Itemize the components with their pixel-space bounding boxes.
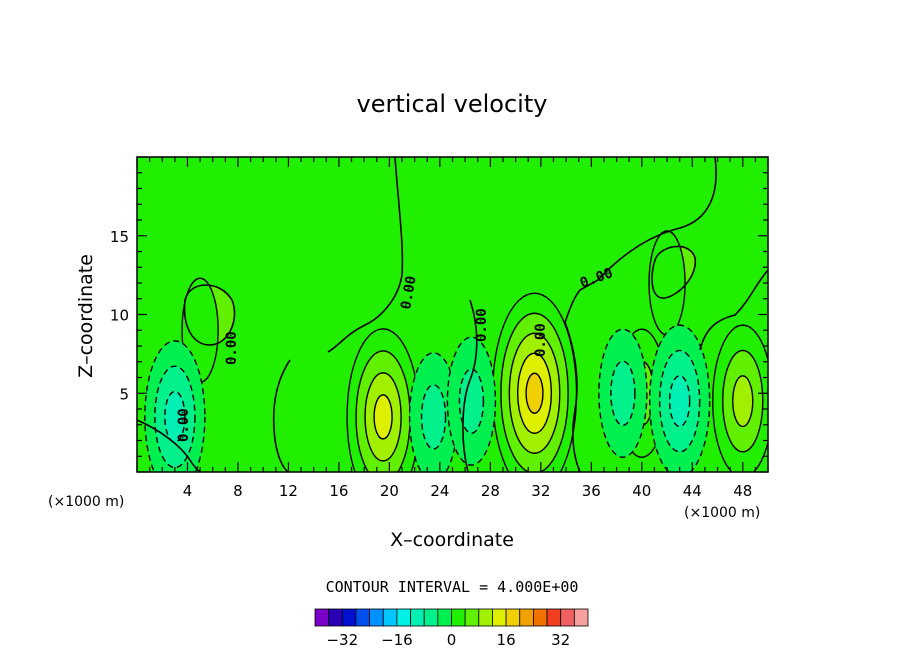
contour-label: 0.00 (398, 275, 420, 311)
colorbar-tick-label: 0 (447, 631, 457, 649)
y-tick-label: 10 (110, 307, 129, 325)
colorbar (314, 608, 589, 627)
x-axis: 4 8 12 16 20 24 28 32 36 40 44 48 (136, 157, 769, 500)
upper-left-region (137, 157, 403, 360)
colorbar-swatch (328, 608, 343, 627)
colorbar-swatch (519, 608, 534, 627)
contour-line (699, 269, 768, 351)
zero-contour (564, 157, 717, 323)
contour-line (137, 419, 201, 472)
contour-label: 0.00 (474, 308, 490, 342)
contour-level (458, 368, 485, 434)
contour-level (732, 375, 754, 428)
y-axis: 5 10 15 (110, 156, 768, 473)
x-tick-label: 28 (481, 482, 500, 500)
colorbar-swatch (396, 608, 411, 627)
x-tick-label: 36 (582, 482, 601, 500)
colorbar-swatch (341, 608, 357, 627)
colorbar-tick-label: 16 (497, 631, 516, 649)
x-tick-label: 12 (279, 482, 298, 500)
downdraft-cell (144, 340, 206, 472)
colorbar-swatch (533, 608, 548, 627)
x-tick-label: 44 (683, 482, 702, 500)
colorbar-tick-label: −16 (381, 631, 413, 649)
colorbar-swatch (505, 608, 521, 627)
x-axis-title: X–coordinate (390, 529, 514, 551)
colorbar-swatch (573, 608, 589, 627)
contour-level (420, 384, 447, 450)
contour-level (373, 394, 393, 440)
upper-region (395, 157, 716, 325)
x-tick-label: 40 (632, 482, 651, 500)
y-tick-label: 5 (119, 385, 129, 403)
contour-line (183, 284, 236, 346)
updraft-cell (712, 324, 768, 472)
chart-title: vertical velocity (357, 90, 548, 118)
colorbar-swatch (451, 608, 466, 627)
x-tick-label: 24 (430, 482, 449, 500)
colorbar-swatch (314, 608, 330, 627)
y-tick-label: 15 (110, 228, 129, 246)
updraft-cell (346, 328, 420, 472)
contour-line (564, 321, 581, 472)
colorbar-swatch (410, 608, 425, 627)
downdraft-cell (648, 324, 711, 472)
colorbar-swatch (437, 608, 452, 627)
x-tick-label: 32 (531, 482, 550, 500)
downdraft-cell (446, 336, 497, 466)
colorbar-tick-label: 32 (551, 631, 570, 649)
colorbar-swatch (355, 608, 371, 627)
contour-interval-text: CONTOUR INTERVAL = 4.000E+00 (326, 578, 579, 596)
x-tick-label: 16 (329, 482, 348, 500)
colorbar-swatch (464, 608, 480, 627)
features-layer (144, 230, 768, 472)
contour-lines (137, 157, 768, 472)
contour-line (651, 245, 696, 299)
x-tick-label: 8 (233, 482, 243, 500)
downdraft-cell (598, 328, 648, 458)
x-unit-left: (×1000 m) (48, 494, 124, 510)
contour-level (525, 372, 544, 414)
x-tick-label: 4 (183, 482, 193, 500)
contour-level (164, 390, 186, 443)
contour-level (668, 375, 691, 428)
colorbar-swatch (546, 608, 562, 627)
contour-line (462, 299, 478, 472)
contour-line (272, 359, 291, 472)
contour-level (610, 360, 636, 426)
x-unit-right: (×1000 m) (684, 505, 760, 521)
y-axis-title: Z–coordinate (75, 254, 97, 378)
colorbar-swatch (369, 608, 384, 627)
colorbar-tick-label: −32 (326, 631, 358, 649)
colorbar-labels: −32 −16 0 16 32 (326, 631, 570, 649)
colorbar-swatch (382, 608, 398, 627)
colorbar-swatch (492, 608, 507, 627)
colorbar-swatch (423, 608, 439, 627)
x-tick-label: 48 (733, 482, 752, 500)
contour-label: 0.00 (533, 323, 549, 357)
x-tick-label: 20 (380, 482, 399, 500)
zero-contour (327, 157, 404, 353)
contour-label: 0.00 (176, 408, 192, 442)
colorbar-swatch (478, 608, 493, 627)
colorbar-swatch (560, 608, 575, 627)
contour-label: 0.00 (224, 331, 240, 365)
updraft-cell (491, 292, 578, 472)
